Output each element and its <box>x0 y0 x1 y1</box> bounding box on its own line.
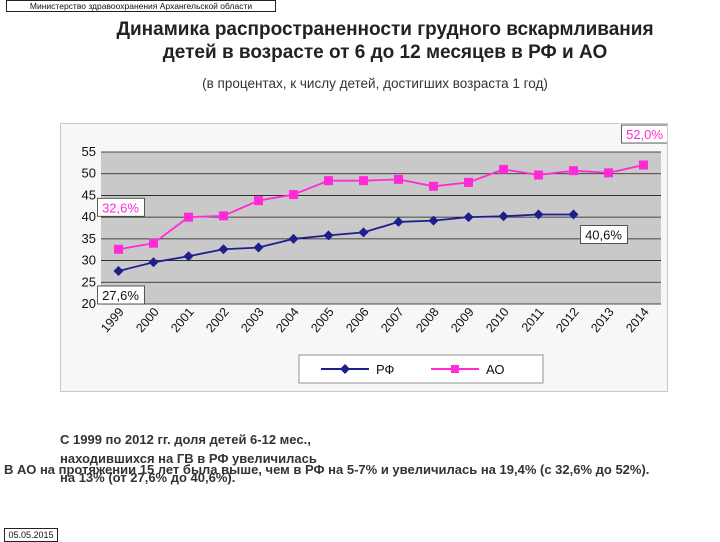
data-point <box>149 238 158 248</box>
note-ao-text: В АО на протяжении 15 лет была выше, чем… <box>4 462 650 477</box>
x-tick-label: 2012 <box>553 305 582 335</box>
legend-marker <box>451 365 459 373</box>
data-point <box>498 211 509 222</box>
legend-label-rf: РФ <box>376 362 395 377</box>
data-point <box>359 176 368 186</box>
x-tick-label: 2011 <box>519 305 547 335</box>
data-point <box>499 164 508 174</box>
data-label-box <box>97 197 145 217</box>
chart-container: 20 25 30 35 40 45 50 55 1999 2000 2001 2002 2003 2004… <box>60 123 668 392</box>
series-line-ao <box>118 164 644 251</box>
data-point <box>534 170 543 180</box>
data-point <box>219 211 228 221</box>
data-label-box <box>621 124 667 144</box>
data-point <box>463 212 474 223</box>
x-tick-label: 2007 <box>378 305 407 335</box>
x-tick-label: 2004 <box>273 305 302 335</box>
y-tick-label: 55 <box>82 144 96 159</box>
x-tick-label: 2010 <box>483 305 512 335</box>
x-tick-label: 2009 <box>448 305 477 335</box>
data-point <box>639 160 648 170</box>
x-tick-label: 2008 <box>413 305 442 335</box>
data-point <box>253 242 264 253</box>
data-point <box>429 181 438 191</box>
legend-marker <box>340 364 350 374</box>
data-point <box>604 168 613 178</box>
data-point <box>184 212 193 222</box>
x-tick-label: 2006 <box>343 305 372 335</box>
x-tick-label: 2002 <box>203 305 232 335</box>
data-point <box>428 215 439 226</box>
y-tick-label: 45 <box>82 187 96 202</box>
data-label: 27,6% <box>102 288 139 303</box>
data-point <box>289 190 298 200</box>
x-tick-label: 2001 <box>168 305 197 335</box>
data-point <box>324 176 333 186</box>
data-label-box <box>97 285 145 305</box>
y-tick-label: 20 <box>82 296 96 311</box>
note-rf: С 1999 по 2012 гг. доля детей 6-12 мес.,… <box>60 430 320 487</box>
data-point <box>464 177 473 187</box>
data-label: 32,6% <box>102 200 139 215</box>
data-point <box>323 230 334 241</box>
note-ao: В АО на протяжении 15 лет была выше, чем… <box>4 460 704 479</box>
data-point <box>393 216 404 227</box>
ministry-label: Министерство здравоохранения Архангельск… <box>6 0 276 12</box>
title-line-1: Динамика распространенности грудного вск… <box>116 19 654 40</box>
page-title: Динамика распространенности грудного вск… <box>40 18 720 64</box>
data-point <box>218 244 229 255</box>
line-chart: 20 25 30 35 40 45 50 55 1999 2000 2001 2002 2003 2004… <box>82 124 667 384</box>
data-point <box>358 227 369 238</box>
data-point <box>569 166 578 176</box>
x-tick-label: 2013 <box>588 305 617 335</box>
x-tick-label: 2005 <box>308 305 337 335</box>
data-point <box>148 257 159 268</box>
y-tick-label: 50 <box>82 166 96 181</box>
x-tick-label: 1999 <box>98 305 127 335</box>
data-point <box>254 196 263 206</box>
data-label-box <box>580 225 628 244</box>
data-point <box>114 244 123 254</box>
x-tick-label: 2014 <box>623 305 652 335</box>
data-point <box>113 265 124 276</box>
note-rf-text: С 1999 по 2012 гг. доля детей 6-12 мес.,… <box>60 432 317 485</box>
data-label: 40,6% <box>585 228 622 243</box>
data-point <box>568 209 579 220</box>
data-point <box>183 251 194 262</box>
series-line-rf <box>118 213 574 272</box>
data-point <box>394 174 403 184</box>
x-tick-label: 2000 <box>133 305 162 335</box>
legend-label-ao: АО <box>486 362 505 377</box>
y-tick-label: 25 <box>82 274 96 289</box>
x-tick-label: 2003 <box>238 305 267 335</box>
data-label: 52,0% <box>626 127 663 142</box>
y-tick-label: 30 <box>82 253 96 268</box>
data-point <box>288 233 299 244</box>
data-point <box>533 209 544 220</box>
y-tick-label: 40 <box>82 209 96 224</box>
title-line-2: детей в возрасте от 6 до 12 месяцев в РФ… <box>162 42 608 63</box>
y-tick-label: 35 <box>82 231 96 246</box>
page-subtitle: (в процентах, к числу детей, достигших в… <box>202 76 548 91</box>
